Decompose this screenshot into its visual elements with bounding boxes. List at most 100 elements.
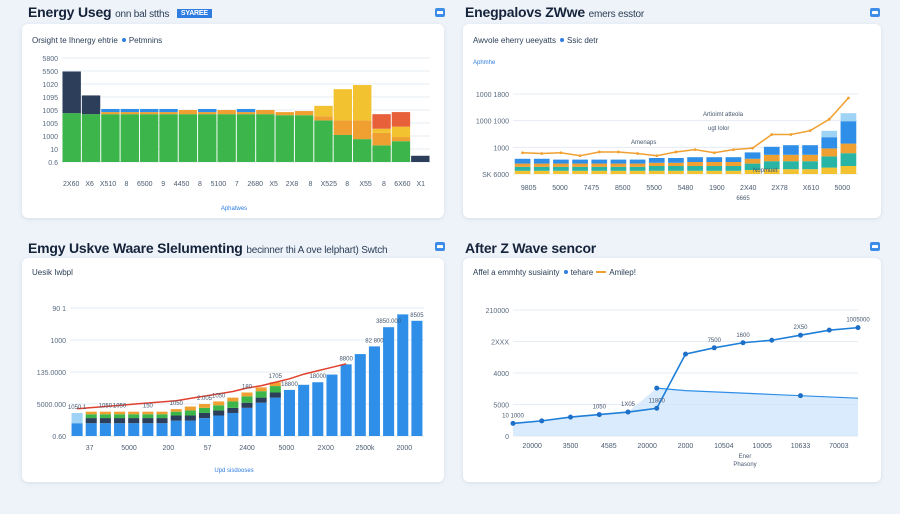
y-tick-label: 5000.000 [37, 402, 66, 409]
bar-segment [372, 128, 391, 133]
bar-segment [241, 402, 253, 408]
bar-segment [139, 112, 159, 115]
x-tick-label: X6 [85, 181, 94, 188]
x-tick-label: 8 [308, 181, 312, 188]
bar-segment [184, 415, 196, 421]
trend-point [751, 146, 754, 150]
bar-segment [391, 126, 411, 138]
bar-segment [802, 169, 818, 174]
x-tick-label: 7475 [584, 185, 600, 192]
bar-segment [391, 141, 411, 162]
x-tick-label: 200 [162, 445, 174, 452]
expand-icon[interactable] [870, 8, 880, 17]
bar-segment [156, 411, 168, 415]
bar-segment [821, 130, 838, 138]
bar-segment [142, 423, 154, 436]
y-tick-label: 5800 [42, 56, 58, 63]
bar-segment [411, 320, 423, 436]
bar-segment [184, 410, 196, 416]
bar-segment [533, 163, 550, 167]
bar-segment [514, 158, 531, 164]
bar-segment [217, 110, 236, 115]
bar-segment [340, 364, 352, 436]
trend-point [636, 152, 639, 155]
x-tick-label: X1 [417, 181, 426, 188]
y-tick-label: 5500 [42, 69, 58, 76]
title-text: Enegpalovs ZWwe [465, 4, 585, 20]
bar-segment [71, 412, 83, 424]
x-tick-label: 4585 [601, 443, 617, 450]
point-label: 1005000 [846, 318, 870, 324]
y-tick-label: 2XXX [491, 340, 509, 347]
panel-title-top-right: Enegpalovs ZWwe emers esstor [465, 4, 644, 20]
bar-segment [298, 384, 310, 436]
data-label: 18800 [281, 382, 298, 388]
x-bottom-label: 6665 [736, 196, 750, 202]
sensor-point [683, 351, 688, 357]
bar-segment [553, 170, 569, 174]
x-tick-label: X55 [359, 181, 372, 188]
x-tick-label: 5000 [279, 445, 295, 452]
panel-title-bottom-left: Emgy Uskve Waare Slelumenting becinner t… [28, 240, 388, 256]
bar-segment [71, 423, 83, 436]
bar-segment [725, 162, 742, 166]
x-tick-label: 5100 [211, 181, 227, 188]
bar-segment [255, 387, 267, 392]
bar-segment [706, 162, 723, 166]
bar-segment [314, 116, 333, 121]
sensor-point [596, 412, 602, 418]
bar-segment [81, 95, 101, 115]
sensor-point [769, 337, 775, 343]
bar-segment [553, 166, 569, 171]
x-tick-label: 3500 [563, 443, 579, 450]
y-tick-label: 1000 1000 [476, 119, 509, 126]
bar-segment [236, 108, 256, 113]
chart-legend: Orsight te Ihnergy ehtrie Petmnins [32, 36, 162, 45]
bar-segment [198, 108, 217, 113]
bar-segment [591, 159, 608, 164]
bar-segment [314, 120, 333, 162]
x-tick-label: 5480 [678, 185, 694, 192]
bar-segment [572, 159, 588, 164]
legend-dot-icon [563, 270, 568, 274]
y-tick-label: 1000 [50, 338, 66, 345]
point-label: 1X05 [621, 402, 636, 408]
bar-segment [227, 401, 239, 408]
x-tick-label: 6500 [137, 181, 153, 188]
y-tick-label: SK 6000 [482, 172, 509, 179]
trend-point [617, 150, 620, 154]
top-label: Aphmhe [473, 60, 496, 66]
bar-segment [725, 170, 742, 174]
baseline-line [656, 387, 859, 399]
bar-segment [128, 418, 140, 424]
title-subtitle: onn bal stths [115, 9, 170, 20]
bar-segment [610, 159, 627, 164]
bar-segment [114, 418, 126, 424]
bar-segment [840, 121, 857, 144]
x-tick-label: X525 [321, 181, 337, 188]
bar-segment [198, 418, 211, 436]
bar-segment [256, 114, 275, 162]
x-tick-label: 5000 [121, 445, 137, 452]
bar-segment [687, 157, 703, 162]
bar-segment [840, 113, 857, 122]
bar-segment [648, 166, 665, 171]
expand-icon[interactable] [870, 242, 880, 251]
bar-segment [255, 391, 267, 398]
bar-segment [227, 412, 239, 436]
bar-segment [85, 411, 97, 415]
expand-icon[interactable] [435, 242, 445, 251]
bar-segment [256, 110, 275, 115]
data-label: 1050 [170, 401, 184, 407]
bar-segment [241, 396, 253, 403]
x-tick-label: 2X78 [771, 185, 787, 192]
annotation: ugt lolor [708, 126, 729, 132]
bar-segment [610, 163, 627, 167]
expand-icon[interactable] [435, 8, 445, 17]
y-tick-label: 0.6 [48, 160, 58, 167]
point-label: 1050 [593, 405, 607, 411]
bar-segment [269, 397, 281, 436]
bar-segment [184, 406, 196, 411]
data-label: 1705 [269, 374, 283, 380]
x-tick-label: 4450 [174, 181, 190, 188]
